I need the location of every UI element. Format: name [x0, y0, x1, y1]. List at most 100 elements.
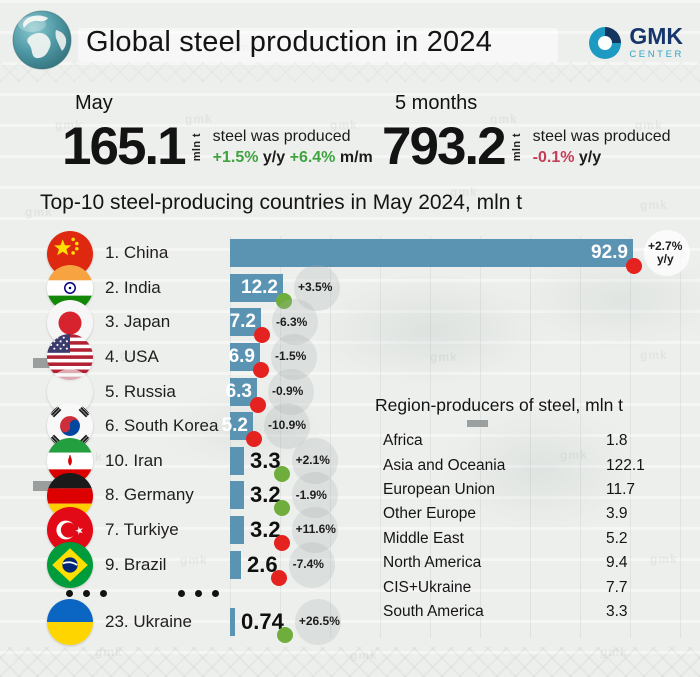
- stat-value: 165.1: [62, 117, 187, 176]
- region-value: 11.7: [606, 480, 636, 498]
- flag-blank-icon: [47, 368, 93, 415]
- region-table-title: Region-producers of steel, mln t: [375, 395, 624, 415]
- country-label: 4. USA: [105, 347, 159, 367]
- change-bubble: +11.6%: [295, 522, 336, 537]
- change-segment: m/m: [335, 148, 373, 166]
- header-band: [78, 28, 558, 62]
- background-pattern-bottom: [0, 647, 700, 677]
- region-row: Africa 1.8: [383, 429, 687, 453]
- flag-brazil-icon: [47, 541, 93, 588]
- chart-row: 4. USA 6.9 -1.5%: [0, 334, 700, 381]
- value-bar: [230, 481, 244, 510]
- value-bar: 12.2: [230, 273, 283, 302]
- change-label: +3.5%: [298, 279, 333, 294]
- region-swatch-mark: [467, 420, 488, 427]
- change-label: -1.9%: [295, 487, 327, 502]
- change-bubble: +3.5%: [298, 279, 333, 295]
- change-label: -10.9%: [268, 418, 307, 433]
- bar-value: 6.3: [225, 380, 252, 402]
- change-label: +11.6%: [295, 522, 336, 537]
- chart-row: 10. Iran 3.3 +2.1%: [0, 438, 700, 485]
- change-bubble: -0.9%: [272, 383, 304, 399]
- logo-name: GMK: [629, 23, 683, 49]
- page-title: Global steel production in 2024: [86, 26, 493, 58]
- change-bubble: -7.4%: [292, 556, 324, 572]
- flag-turkiye-icon: [47, 507, 93, 554]
- change-bubble: -6.3%: [276, 314, 308, 330]
- chart-row: 7. Turkiye 3.2 +11.6%: [0, 507, 700, 554]
- region-row: European Union 11.7: [383, 478, 687, 502]
- ellipsis-separator: [0, 582, 700, 605]
- change-dot: [246, 431, 262, 448]
- bar-value: 92.9: [591, 242, 628, 264]
- value-bar: [230, 516, 244, 545]
- stat-changes: -0.1% y/y: [533, 149, 671, 167]
- change-segment: +6.4%: [289, 148, 336, 166]
- value-bar: [230, 550, 241, 579]
- chart-row: 1. China 92.9 +2.7% y/y: [0, 230, 700, 277]
- top10-bar-chart: 1. China 92.9 +2.7% y/y 2. India 12.2 +3.…: [0, 230, 700, 646]
- map-artifact-mark: [33, 358, 58, 368]
- change-bubble: -1.5%: [275, 349, 307, 364]
- bar-value: 12.2: [241, 276, 278, 298]
- stat-unit: mln t: [190, 133, 203, 162]
- chart-row: 2. India 12.2 +3.5%: [0, 265, 700, 312]
- region-row: Middle East 5.2: [383, 527, 687, 551]
- value-bar: [230, 608, 235, 637]
- region-name: Asia and Oceania: [383, 456, 506, 474]
- region-value: 5.2: [606, 529, 628, 547]
- region-row: North America 9.4: [383, 551, 687, 575]
- gmk-donut-icon: [589, 26, 622, 59]
- bar-value: 5.2: [221, 415, 248, 437]
- region-name: CIS+Ukraine: [383, 578, 472, 596]
- region-name: North America: [383, 554, 482, 572]
- change-label: -6.3%: [276, 314, 308, 329]
- region-name: South America: [383, 602, 484, 620]
- chart-row: 5. Russia 6.3 -0.9%: [0, 368, 700, 415]
- country-label: 6. South Korea: [105, 416, 219, 436]
- chart-row: 9. Brazil 2.6 -7.4%: [0, 541, 700, 588]
- region-name: Africa: [383, 432, 423, 450]
- country-label: 7. Turkiye: [105, 520, 179, 540]
- region-value: 122.1: [606, 456, 645, 474]
- country-label: 9. Brazil: [105, 554, 167, 574]
- stat-5-months: 5 months 793.2 mln t steel was produced …: [382, 92, 671, 173]
- change-dot: [273, 535, 290, 552]
- stat-caption: steel was produced: [212, 127, 351, 145]
- change-bubble: -1.9%: [295, 487, 327, 503]
- region-row: Asia and Oceania 122.1: [383, 453, 687, 477]
- country-label: 2. India: [105, 277, 161, 297]
- change-bubble: +26.5%: [299, 615, 340, 629]
- value-bar: 92.9: [230, 239, 633, 268]
- change-bubble: -10.9%: [268, 419, 306, 433]
- globe-icon: [10, 8, 74, 72]
- gmk-center-logo: GMK CENTER: [589, 23, 684, 60]
- change-label: -1.5%: [275, 349, 307, 364]
- watermark-text: gmk: [600, 645, 628, 659]
- change-bubble: +2.7% y/y: [648, 239, 682, 268]
- flag-ukraine-icon: [47, 599, 93, 646]
- change-dot: [253, 362, 269, 379]
- map-artifact-mark: [33, 481, 58, 491]
- country-label: 3. Japan: [105, 312, 171, 332]
- change-label: -0.9%: [272, 383, 304, 398]
- value-bar: [230, 446, 244, 475]
- chart-title: Top-10 steel-producing countries in May …: [40, 191, 523, 214]
- change-segment: -0.1%: [532, 148, 575, 166]
- country-label: 1. China: [105, 243, 169, 263]
- watermark-text: gmk: [350, 648, 378, 662]
- region-name: Other Europe: [383, 505, 477, 523]
- change-label: -7.4%: [292, 556, 324, 571]
- watermark-text: gmk: [95, 645, 123, 659]
- change-label: +2.1%: [295, 452, 330, 467]
- change-dot: [273, 500, 290, 517]
- change-dot: [276, 627, 293, 644]
- stat-period: 5 months: [395, 92, 478, 114]
- region-row: Other Europe 3.9: [383, 502, 687, 526]
- country-label: 5. Russia: [105, 381, 176, 401]
- stat-may: May 165.1 mln t steel was produced +1.5%…: [62, 92, 373, 176]
- stat-changes: +1.5% y/y +6.4% m/m: [213, 149, 373, 167]
- stat-period: May: [75, 92, 113, 114]
- country-label: 8. Germany: [105, 485, 194, 505]
